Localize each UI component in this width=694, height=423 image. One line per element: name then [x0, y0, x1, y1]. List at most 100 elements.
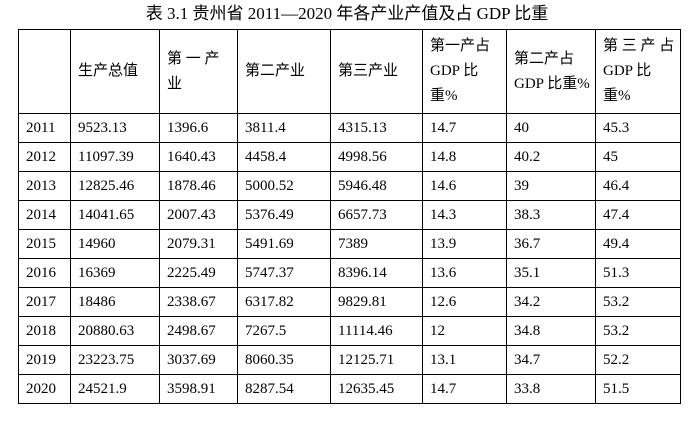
cell-year: 2012: [18, 142, 71, 172]
cell-secondary-share: 39: [506, 171, 596, 201]
table-caption: 表 3.1 贵州省 2011—2020 年各产业产值及占 GDP 比重: [145, 4, 549, 23]
cell-tertiary-share: 45.3: [595, 113, 681, 143]
table-row: 2015 14960 2079.31 5491.69 7389 13.9 36.…: [18, 229, 681, 259]
cell-total: 23223.75: [70, 345, 160, 375]
cell-primary-share: 14.8: [422, 142, 507, 172]
cell-tertiary-share: 49.4: [595, 229, 681, 259]
cell-year: 2017: [18, 287, 71, 317]
header-secondary-share: 第二产占 GDP 比重%: [506, 29, 596, 114]
cell-secondary-share: 33.8: [506, 374, 596, 404]
cell-year: 2020: [18, 374, 71, 404]
cell-tertiary: 6657.73: [330, 200, 423, 230]
cell-tertiary-share: 51.3: [595, 258, 681, 288]
table-row: 2014 14041.65 2007.43 5376.49 6657.73 14…: [18, 200, 681, 230]
cell-year: 2019: [18, 345, 71, 375]
cell-primary-share: 13.1: [422, 345, 507, 375]
cell-primary: 2079.31: [159, 229, 238, 259]
cell-year: 2016: [18, 258, 71, 288]
cell-secondary-share: 38.3: [506, 200, 596, 230]
cell-total: 14041.65: [70, 200, 160, 230]
cell-primary: 3037.69: [159, 345, 238, 375]
cell-tertiary: 11114.46: [330, 316, 423, 346]
cell-primary: 3598.91: [159, 374, 238, 404]
table-row: 2012 11097.39 1640.43 4458.4 4998.56 14.…: [18, 142, 681, 172]
cell-tertiary: 5946.48: [330, 171, 423, 201]
cell-secondary: 6317.82: [237, 287, 331, 317]
cell-total: 20880.63: [70, 316, 160, 346]
header-secondary-industry: 第二产业: [237, 29, 331, 114]
cell-tertiary: 4998.56: [330, 142, 423, 172]
cell-tertiary-share: 46.4: [595, 171, 681, 201]
cell-year: 2018: [18, 316, 71, 346]
table-row: 2020 24521.9 3598.91 8287.54 12635.45 14…: [18, 374, 681, 404]
cell-year: 2013: [18, 171, 71, 201]
cell-total: 11097.39: [70, 142, 160, 172]
cell-total: 14960: [70, 229, 160, 259]
cell-secondary: 5000.52: [237, 171, 331, 201]
header-tertiary-industry: 第三产业: [330, 29, 423, 114]
cell-tertiary: 12635.45: [330, 374, 423, 404]
cell-secondary-share: 36.7: [506, 229, 596, 259]
cell-primary-share: 14.3: [422, 200, 507, 230]
cell-secondary-share: 34.8: [506, 316, 596, 346]
table-row: 2016 16369 2225.49 5747.37 8396.14 13.6 …: [18, 258, 681, 288]
cell-secondary: 4458.4: [237, 142, 331, 172]
cell-tertiary: 7389: [330, 229, 423, 259]
table-row: 2013 12825.46 1878.46 5000.52 5946.48 14…: [18, 171, 681, 201]
table-row: 2018 20880.63 2498.67 7267.5 11114.46 12…: [18, 316, 681, 346]
table-row: 2011 9523.13 1396.6 3811.4 4315.13 14.7 …: [18, 113, 681, 143]
cell-primary: 1640.43: [159, 142, 238, 172]
cell-secondary-share: 40.2: [506, 142, 596, 172]
gdp-table: 生产总值 第 一 产 业 第二产业 第三产业 第一产占 GDP 比重% 第二产占…: [18, 29, 681, 404]
cell-year: 2015: [18, 229, 71, 259]
cell-primary-share: 13.6: [422, 258, 507, 288]
cell-secondary: 5747.37: [237, 258, 331, 288]
header-row: 生产总值 第 一 产 业 第二产业 第三产业 第一产占 GDP 比重% 第二产占…: [18, 29, 681, 114]
cell-primary: 2498.67: [159, 316, 238, 346]
cell-tertiary: 4315.13: [330, 113, 423, 143]
cell-year: 2014: [18, 200, 71, 230]
cell-tertiary-share: 47.4: [595, 200, 681, 230]
cell-primary-share: 13.9: [422, 229, 507, 259]
header-tertiary-share: 第 三 产 占 GDP 比重%: [595, 29, 681, 114]
cell-total: 24521.9: [70, 374, 160, 404]
cell-tertiary-share: 53.2: [595, 316, 681, 346]
cell-tertiary: 9829.81: [330, 287, 423, 317]
cell-tertiary-share: 52.2: [595, 345, 681, 375]
header-primary-industry: 第 一 产 业: [159, 29, 238, 114]
cell-total: 18486: [70, 287, 160, 317]
cell-secondary: 3811.4: [237, 113, 331, 143]
header-year: [18, 29, 71, 114]
table-row: 2019 23223.75 3037.69 8060.35 12125.71 1…: [18, 345, 681, 375]
cell-secondary: 7267.5: [237, 316, 331, 346]
cell-total: 9523.13: [70, 113, 160, 143]
cell-secondary-share: 34.2: [506, 287, 596, 317]
cell-tertiary: 12125.71: [330, 345, 423, 375]
cell-primary-share: 12.6: [422, 287, 507, 317]
header-primary-share: 第一产占 GDP 比重%: [422, 29, 507, 114]
cell-total: 12825.46: [70, 171, 160, 201]
table-row: 2017 18486 2338.67 6317.82 9829.81 12.6 …: [18, 287, 681, 317]
cell-primary-share: 14.6: [422, 171, 507, 201]
cell-primary: 1396.6: [159, 113, 238, 143]
cell-tertiary-share: 45: [595, 142, 681, 172]
cell-year: 2011: [18, 113, 71, 143]
cell-primary: 2225.49: [159, 258, 238, 288]
cell-secondary-share: 34.7: [506, 345, 596, 375]
cell-secondary: 5376.49: [237, 200, 331, 230]
cell-secondary: 8287.54: [237, 374, 331, 404]
cell-primary-share: 14.7: [422, 113, 507, 143]
cell-secondary-share: 40: [506, 113, 596, 143]
cell-tertiary: 8396.14: [330, 258, 423, 288]
cell-primary: 2007.43: [159, 200, 238, 230]
cell-secondary-share: 35.1: [506, 258, 596, 288]
cell-secondary: 8060.35: [237, 345, 331, 375]
cell-primary-share: 12: [422, 316, 507, 346]
cell-tertiary-share: 53.2: [595, 287, 681, 317]
cell-secondary: 5491.69: [237, 229, 331, 259]
cell-primary-share: 14.7: [422, 374, 507, 404]
cell-primary: 2338.67: [159, 287, 238, 317]
cell-total: 16369: [70, 258, 160, 288]
cell-tertiary-share: 51.5: [595, 374, 681, 404]
cell-primary: 1878.46: [159, 171, 238, 201]
